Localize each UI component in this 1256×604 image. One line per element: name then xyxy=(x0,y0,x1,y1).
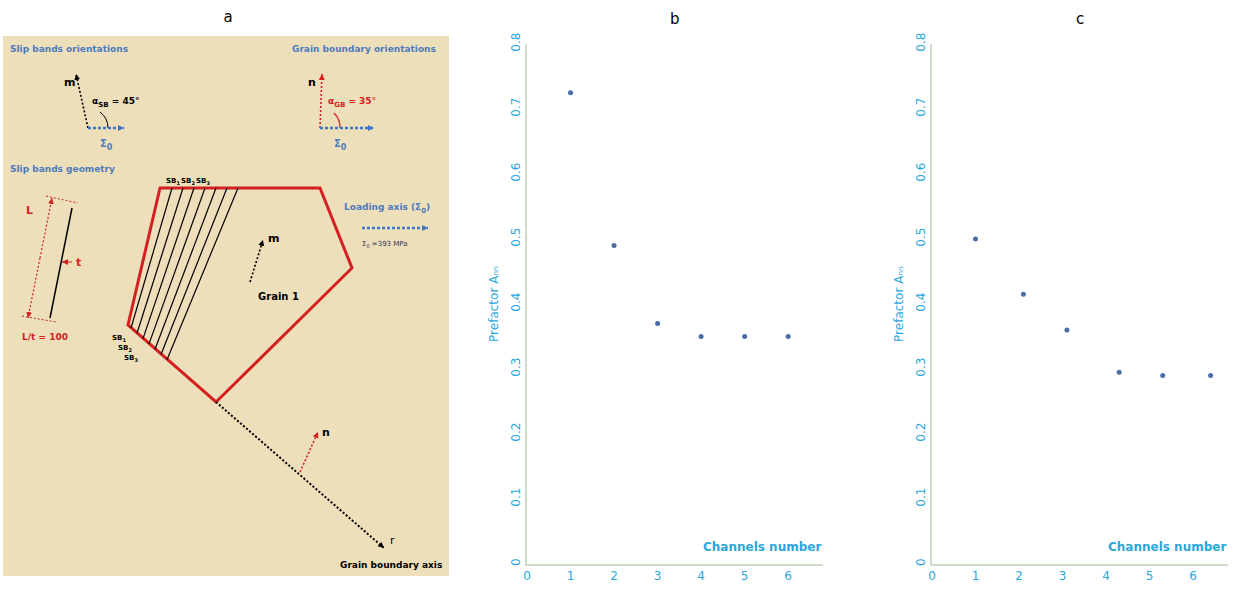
svg-text:SB1: SB1 xyxy=(166,177,180,186)
svg-text:0: 0 xyxy=(523,569,531,583)
svg-text:3: 3 xyxy=(654,569,662,583)
svg-text:0.6: 0.6 xyxy=(914,163,928,182)
svg-text:n: n xyxy=(322,426,330,439)
svg-text:0.4: 0.4 xyxy=(509,293,523,312)
svg-text:SB2: SB2 xyxy=(181,177,195,186)
svg-text:αSB = 45°: αSB = 45° xyxy=(92,96,139,109)
svg-text:Grain boundary orientations: Grain boundary orientations xyxy=(292,44,436,54)
svg-text:0.3: 0.3 xyxy=(914,358,928,377)
svg-text:m: m xyxy=(64,76,75,89)
svg-text:0.7: 0.7 xyxy=(914,98,928,117)
svg-text:0: 0 xyxy=(928,569,936,583)
svg-text:Prefactor Aₙₙ: Prefactor Aₙₙ xyxy=(487,266,501,342)
svg-text:Σ0 =393 MPa: Σ0 =393 MPa xyxy=(362,240,408,249)
svg-text:Grain 1: Grain 1 xyxy=(258,291,299,302)
svg-text:Grain boundary axis: Grain boundary axis xyxy=(340,560,442,570)
svg-text:Loading axis (Σ0): Loading axis (Σ0) xyxy=(344,202,430,215)
svg-text:5: 5 xyxy=(741,569,749,583)
svg-text:0.8: 0.8 xyxy=(914,33,928,52)
svg-text:Σ0: Σ0 xyxy=(334,138,347,152)
svg-text:2: 2 xyxy=(1015,569,1023,583)
svg-text:Channels number: Channels number xyxy=(1108,540,1226,554)
svg-text:0.4: 0.4 xyxy=(914,293,928,312)
svg-text:Channels number: Channels number xyxy=(703,540,821,554)
svg-text:SB1: SB1 xyxy=(112,334,126,343)
svg-text:SB3: SB3 xyxy=(124,354,138,363)
svg-text:3: 3 xyxy=(1059,569,1067,583)
svg-text:0: 0 xyxy=(914,558,928,566)
svg-text:0.2: 0.2 xyxy=(914,423,928,442)
svg-text:5: 5 xyxy=(1146,569,1154,583)
svg-text:6: 6 xyxy=(784,569,792,583)
svg-text:SB2: SB2 xyxy=(118,344,132,353)
svg-text:1: 1 xyxy=(567,569,575,583)
svg-text:6: 6 xyxy=(1189,569,1197,583)
svg-text:0.3: 0.3 xyxy=(509,358,523,377)
svg-text:L: L xyxy=(26,204,33,217)
svg-text:c: c xyxy=(1076,10,1084,28)
svg-text:Slip bands geometry: Slip bands geometry xyxy=(10,164,115,174)
svg-text:b: b xyxy=(670,10,680,28)
svg-text:0.6: 0.6 xyxy=(509,163,523,182)
svg-text:SB3: SB3 xyxy=(196,177,210,186)
svg-text:0.5: 0.5 xyxy=(914,228,928,247)
svg-text:Σ0: Σ0 xyxy=(100,138,113,152)
svg-text:0.5: 0.5 xyxy=(509,228,523,247)
svg-text:n: n xyxy=(308,76,316,89)
svg-text:Prefactor Aₙₙ: Prefactor Aₙₙ xyxy=(892,266,906,342)
svg-text:Slip bands orientations: Slip bands orientations xyxy=(10,44,128,54)
svg-text:1: 1 xyxy=(972,569,980,583)
svg-text:a: a xyxy=(223,8,232,26)
svg-text:r: r xyxy=(390,534,395,547)
svg-text:0.2: 0.2 xyxy=(509,423,523,442)
svg-text:m: m xyxy=(268,232,279,245)
svg-text:4: 4 xyxy=(697,569,705,583)
svg-text:αGB = 35°: αGB = 35° xyxy=(328,96,376,109)
svg-text:L/t = 100: L/t = 100 xyxy=(22,332,68,342)
svg-text:0: 0 xyxy=(509,558,523,566)
svg-text:0.1: 0.1 xyxy=(914,488,928,507)
svg-text:0.1: 0.1 xyxy=(509,488,523,507)
svg-text:4: 4 xyxy=(1102,569,1110,583)
svg-text:t: t xyxy=(76,256,81,269)
svg-text:0.8: 0.8 xyxy=(509,33,523,52)
svg-text:2: 2 xyxy=(610,569,618,583)
svg-text:0.7: 0.7 xyxy=(509,98,523,117)
